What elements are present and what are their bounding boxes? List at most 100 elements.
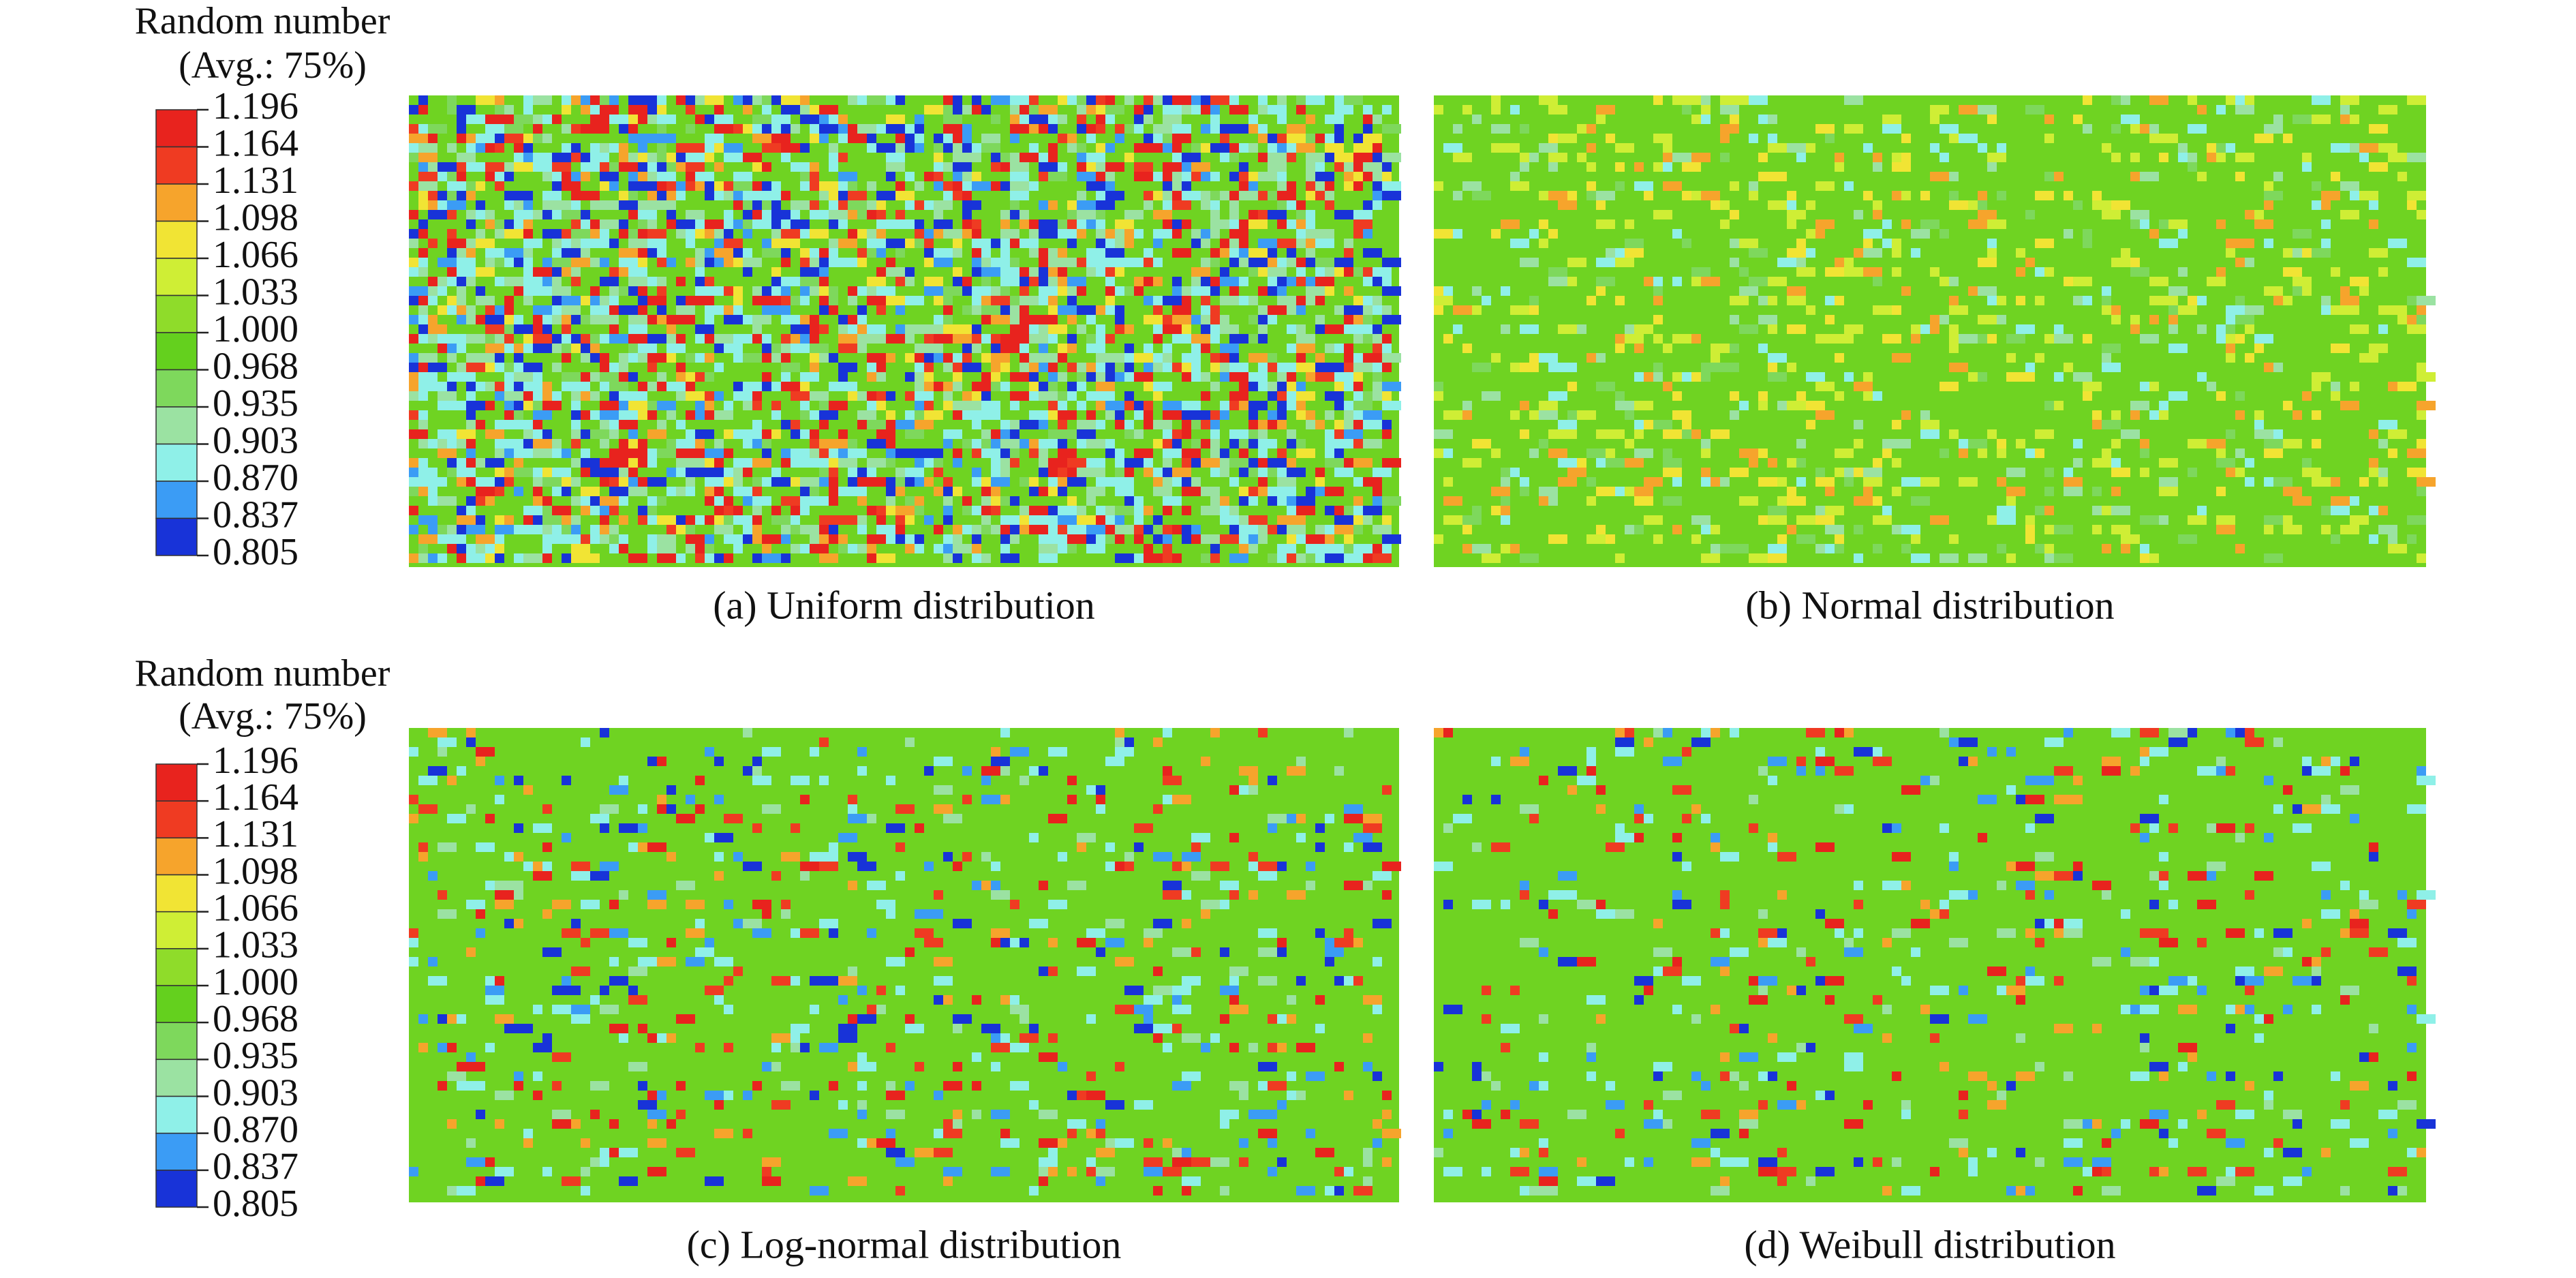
field-cell <box>1277 1157 1287 1167</box>
field-cell <box>1691 267 1711 277</box>
field-cell <box>1892 420 1901 429</box>
field-cell <box>714 871 724 881</box>
field-cell <box>2369 248 2378 258</box>
field-cell <box>1201 95 1210 105</box>
field-cell <box>876 363 886 372</box>
field-cell <box>1010 162 1029 172</box>
field-cell <box>418 105 428 115</box>
field-cell <box>1115 534 1124 544</box>
field-cell <box>2216 219 2226 229</box>
field-cell <box>819 515 838 525</box>
field-cell <box>895 534 905 544</box>
field-cell <box>466 947 476 957</box>
field-cell <box>1701 553 1720 563</box>
field-cell <box>1258 334 1268 344</box>
field-cell <box>1749 458 1758 468</box>
field-cell <box>838 995 848 1005</box>
field-cell <box>409 229 418 239</box>
field-cell <box>2016 1033 2025 1043</box>
field-cell <box>695 515 705 525</box>
field-cell <box>1529 296 1539 305</box>
field-cell <box>1344 534 1353 544</box>
field-cell <box>1201 324 1210 334</box>
field-cell <box>810 429 819 439</box>
field-cell <box>2016 881 2035 890</box>
field-cell <box>1220 124 1239 134</box>
field-cell <box>428 277 438 286</box>
field-cell <box>1287 515 1306 525</box>
field-cell <box>1210 420 1220 429</box>
field-cell <box>1115 1062 1124 1071</box>
field-cell <box>1334 938 1353 947</box>
field-cell <box>915 506 924 515</box>
field-cell <box>1000 286 1010 296</box>
field-cell <box>800 544 810 553</box>
field-cell <box>1758 766 1768 776</box>
color-swatch <box>155 985 198 1023</box>
field-cell <box>1577 324 1586 334</box>
field-cell <box>2350 496 2359 506</box>
field-cell <box>2140 1043 2149 1052</box>
field-cell <box>2111 439 2121 448</box>
field-cell <box>781 448 791 458</box>
field-cell <box>1558 324 1577 334</box>
field-cell <box>800 344 810 353</box>
field-cell <box>924 448 943 458</box>
field-cell <box>1596 219 1615 229</box>
field-cell <box>981 258 991 267</box>
field-cell <box>1325 229 1334 239</box>
field-cell <box>1363 1062 1373 1071</box>
color-swatch <box>155 874 198 913</box>
field-cell <box>1010 995 1019 1005</box>
field-cell <box>2407 468 2426 477</box>
field-cell <box>1315 477 1325 487</box>
field-cell <box>418 191 428 200</box>
field-cell <box>2035 429 2054 439</box>
field-cell <box>762 804 781 814</box>
field-cell <box>1644 191 1653 200</box>
field-cell <box>1153 477 1163 487</box>
field-cell <box>514 353 523 363</box>
field-cell <box>590 1081 609 1091</box>
field-cell <box>2149 315 2159 324</box>
field-cell <box>895 477 905 487</box>
field-cell <box>1010 258 1019 267</box>
field-cell <box>1968 219 1987 229</box>
field-cell <box>1067 391 1077 401</box>
field-cell <box>943 429 962 439</box>
field-cell <box>1653 1071 1663 1081</box>
field-cell <box>504 334 514 344</box>
field-cell <box>1229 506 1239 515</box>
field-cell <box>1987 239 1997 248</box>
field-cell <box>523 200 533 210</box>
field-cell <box>1815 382 1835 391</box>
field-cell <box>876 525 895 534</box>
field-cell <box>1730 410 1739 420</box>
field-cell <box>791 1043 800 1052</box>
field-cell <box>943 286 962 296</box>
field-cell <box>1720 928 1730 938</box>
field-cell <box>1672 477 1682 487</box>
field-cell <box>934 258 953 267</box>
field-cell <box>1625 439 1634 448</box>
field-cell <box>2378 506 2388 515</box>
field-cell <box>819 1186 829 1196</box>
field-cell <box>1873 458 1882 468</box>
field-cell <box>1048 429 1058 439</box>
field-cell <box>2083 95 2092 105</box>
field-cell <box>781 909 791 919</box>
field-cell <box>485 986 504 995</box>
field-cell <box>915 324 934 334</box>
field-cell <box>2140 814 2159 823</box>
field-cell <box>600 525 609 534</box>
field-cell <box>2006 553 2016 563</box>
field-cell <box>581 1167 590 1176</box>
field-cell <box>981 487 991 496</box>
field-cell <box>1086 258 1105 267</box>
field-cell <box>686 487 695 496</box>
field-cell <box>590 229 600 239</box>
field-cell <box>457 363 466 372</box>
field-cell <box>418 382 428 391</box>
field-cell <box>2293 804 2302 814</box>
field-cell <box>609 1119 619 1129</box>
